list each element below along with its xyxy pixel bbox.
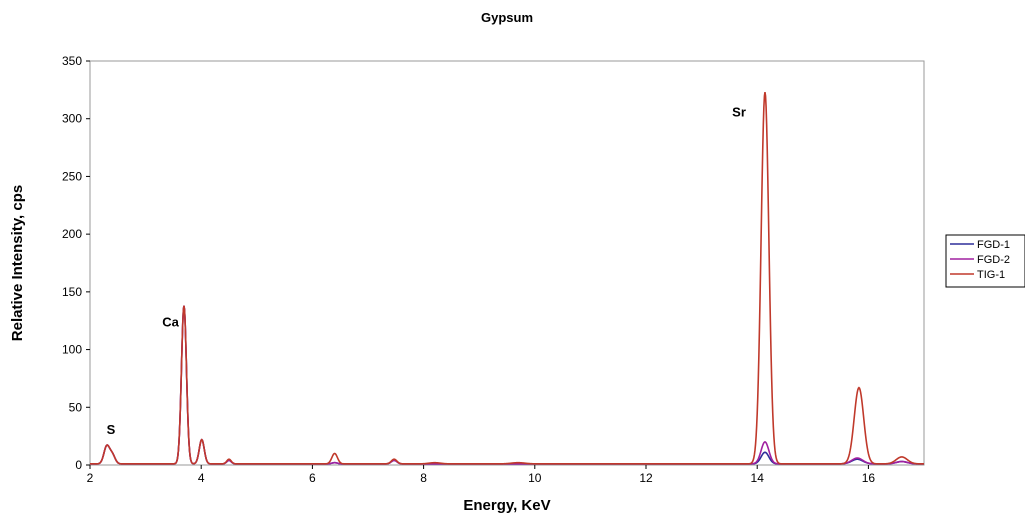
y-tick-label: 150 — [62, 285, 82, 299]
x-tick-label: 14 — [751, 471, 765, 485]
x-tick-label: 10 — [528, 471, 542, 485]
peak-label-s: S — [107, 422, 116, 437]
peak-label-sr: Sr — [732, 104, 746, 119]
x-axis-label: Energy, KeV — [463, 497, 550, 514]
legend-entry: FGD-1 — [977, 239, 1010, 251]
y-axis-label: Relative Intensity, cps — [9, 185, 26, 341]
y-tick-label: 50 — [69, 400, 83, 414]
y-tick-label: 300 — [62, 112, 82, 126]
legend: FGD-1 FGD-2 TIG-1 — [950, 239, 1010, 281]
x-tick-label: 4 — [198, 471, 205, 485]
x-tick-label: 6 — [309, 471, 316, 485]
legend-entry: TIG-1 — [977, 269, 1005, 281]
x-axis: 2 4 6 8 10 12 14 16 — [87, 465, 876, 485]
y-tick-label: 250 — [62, 169, 82, 183]
plot-area — [89, 60, 925, 466]
y-tick-label: 0 — [75, 458, 82, 472]
legend-entry: FGD-2 — [977, 254, 1010, 266]
x-tick-label: 12 — [639, 471, 653, 485]
y-tick-label: 350 — [62, 54, 82, 68]
peak-annotations: S Ca Sr — [107, 104, 746, 436]
series-line-tig-1 — [90, 92, 924, 465]
peak-label-ca: Ca — [162, 314, 179, 329]
series-lines — [90, 92, 924, 465]
chart-title: Gypsum — [481, 10, 533, 25]
x-tick-label: 2 — [87, 471, 94, 485]
y-tick-label: 200 — [62, 227, 82, 241]
x-tick-label: 8 — [420, 471, 427, 485]
y-tick-label: 100 — [62, 343, 82, 357]
y-axis: 0 50 100 150 200 250 300 350 — [62, 54, 90, 472]
x-tick-label: 16 — [862, 471, 876, 485]
